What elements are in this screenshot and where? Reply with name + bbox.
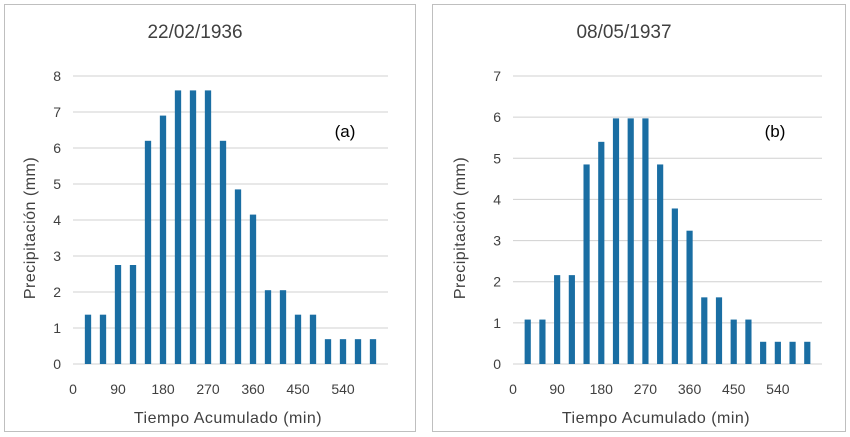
bar-a-0 xyxy=(84,314,92,364)
bar-a-8 xyxy=(204,90,212,365)
y-tick-label-a-0: 0 xyxy=(53,356,61,372)
bar-b-18 xyxy=(789,341,796,364)
x-tick-label-b-2: 180 xyxy=(590,381,614,397)
bar-a-6 xyxy=(174,90,182,365)
bar-b-8 xyxy=(642,118,649,365)
bar-a-9 xyxy=(219,140,227,364)
grid-b xyxy=(513,75,822,365)
y-tick-label-a-4: 4 xyxy=(53,212,61,228)
bar-b-16 xyxy=(760,341,767,364)
y-axis-label-a: Precipitación (mm) xyxy=(22,157,39,299)
y-tick-label-b-7: 7 xyxy=(493,68,501,84)
bar-a-15 xyxy=(309,314,317,364)
y-tick-label-a-8: 8 xyxy=(53,68,61,84)
chart-title-a: 22/02/1936 xyxy=(147,22,242,43)
bar-b-3 xyxy=(568,275,575,364)
chart-panel-a: 22/02/1936 (a) Tiempo Acumulado (min) Pr… xyxy=(4,4,416,432)
bar-b-19 xyxy=(804,341,811,364)
y-tick-label-b-5: 5 xyxy=(493,150,501,166)
x-tick-label-b-0: 0 xyxy=(509,381,517,397)
x-tick-label-b-5: 450 xyxy=(722,381,746,397)
bar-a-19 xyxy=(369,339,377,364)
bar-b-1 xyxy=(539,319,546,364)
bar-b-12 xyxy=(701,297,708,364)
bar-b-6 xyxy=(612,118,620,365)
y-ticks-a: 0 1 2 3 4 5 6 7 8 xyxy=(53,68,61,372)
grid-a xyxy=(73,75,388,365)
bar-a-13 xyxy=(279,290,287,364)
bar-a-16 xyxy=(324,339,332,364)
bar-b-10 xyxy=(671,208,678,364)
x-ticks-b: 0 90 180 270 360 450 540 xyxy=(509,381,790,397)
x-tick-label-b-3: 270 xyxy=(634,381,658,397)
panel-annotation-a: (a) xyxy=(335,122,356,141)
chart-title-b: 08/05/1937 xyxy=(576,22,671,43)
y-axis-label-b: Precipitación (mm) xyxy=(452,157,469,299)
bar-a-7 xyxy=(189,90,197,365)
bar-b-4 xyxy=(583,164,590,364)
y-tick-label-b-2: 2 xyxy=(493,274,501,290)
x-tick-label-a-1: 90 xyxy=(110,381,126,397)
x-tick-label-a-5: 450 xyxy=(286,381,310,397)
bar-a-12 xyxy=(264,290,272,364)
x-tick-label-b-6: 540 xyxy=(766,381,790,397)
x-axis-label-a: Tiempo Acumulado (min) xyxy=(134,410,322,427)
y-tick-label-a-2: 2 xyxy=(53,284,61,300)
x-ticks-a: 0 90 180 270 360 450 540 xyxy=(69,381,355,397)
x-tick-label-a-3: 270 xyxy=(196,381,220,397)
y-ticks-b: 0 1 2 3 4 5 6 7 xyxy=(493,68,501,372)
x-tick-label-a-4: 360 xyxy=(241,381,265,397)
y-tick-label-a-3: 3 xyxy=(53,248,61,264)
bar-b-11 xyxy=(686,230,693,364)
bar-b-17 xyxy=(774,341,781,364)
x-tick-label-a-2: 180 xyxy=(151,381,175,397)
chart-a: 22/02/1936 (a) Tiempo Acumulado (min) Pr… xyxy=(22,22,388,427)
x-tick-label-a-6: 540 xyxy=(331,381,355,397)
bar-a-17 xyxy=(339,339,347,364)
bar-a-3 xyxy=(129,265,137,364)
bar-a-10 xyxy=(234,189,242,364)
bars-a xyxy=(84,90,377,365)
bars-b xyxy=(524,118,811,365)
bar-b-14 xyxy=(730,319,737,364)
bar-b-5 xyxy=(598,141,605,364)
bar-a-18 xyxy=(354,339,362,364)
y-tick-label-a-7: 7 xyxy=(53,104,61,120)
bar-a-2 xyxy=(114,265,122,364)
x-tick-label-b-1: 90 xyxy=(549,381,565,397)
x-tick-label-b-4: 360 xyxy=(678,381,702,397)
bar-b-9 xyxy=(657,164,664,364)
bar-b-2 xyxy=(554,275,561,364)
bar-a-5 xyxy=(159,115,167,364)
y-tick-label-b-0: 0 xyxy=(493,356,501,372)
bar-a-11 xyxy=(249,214,257,364)
y-tick-label-b-1: 1 xyxy=(493,315,501,331)
bar-b-7 xyxy=(627,118,634,365)
bar-b-13 xyxy=(715,297,723,364)
y-tick-label-a-5: 5 xyxy=(53,176,61,192)
y-tick-label-b-4: 4 xyxy=(493,191,501,207)
bar-a-1 xyxy=(99,314,107,364)
bar-b-15 xyxy=(745,319,752,364)
chart-b: 08/05/1937 (b) Tiempo Acumulado (min) Pr… xyxy=(452,22,822,427)
y-tick-label-a-6: 6 xyxy=(53,140,61,156)
y-tick-label-a-1: 1 xyxy=(53,320,61,336)
panel-annotation-b: (b) xyxy=(765,122,786,141)
y-tick-label-b-3: 3 xyxy=(493,233,501,249)
x-axis-label-b: Tiempo Acumulado (min) xyxy=(562,410,750,427)
bar-a-4 xyxy=(144,140,152,364)
bar-a-14 xyxy=(294,314,302,364)
y-tick-label-b-6: 6 xyxy=(493,109,501,125)
x-tick-label-a-0: 0 xyxy=(69,381,77,397)
chart-panel-b: 08/05/1937 (b) Tiempo Acumulado (min) Pr… xyxy=(432,4,846,432)
bar-b-0 xyxy=(524,319,531,364)
